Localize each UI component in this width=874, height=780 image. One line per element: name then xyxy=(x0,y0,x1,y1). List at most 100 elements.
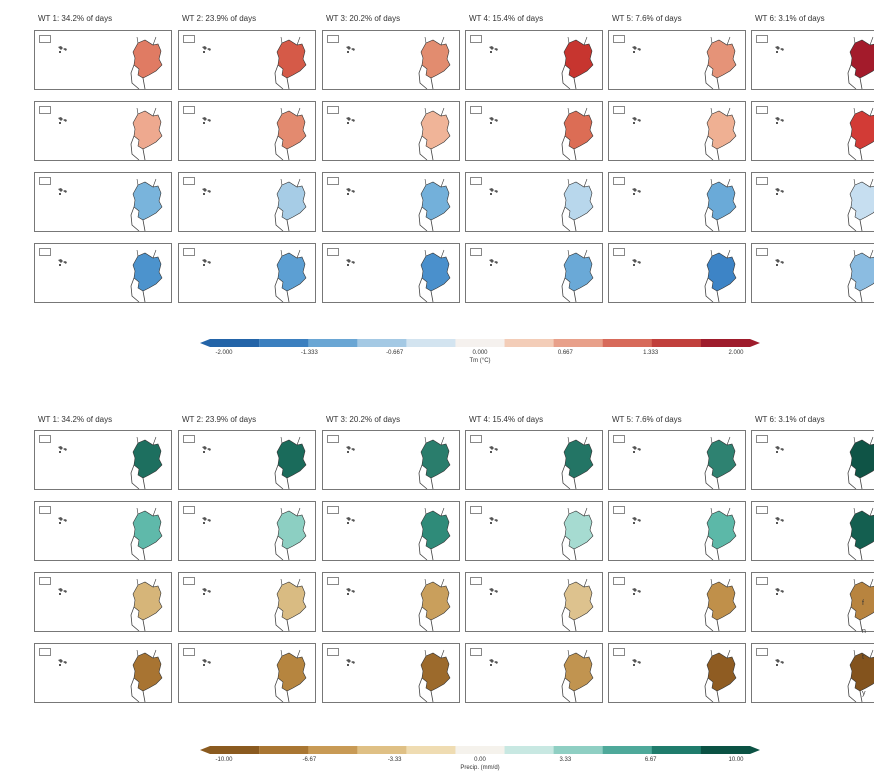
galapagos-islands xyxy=(58,188,67,195)
ecuador-map xyxy=(632,249,737,303)
country-fill xyxy=(706,110,737,150)
border-line xyxy=(424,649,445,659)
country-fill xyxy=(420,652,451,692)
panel-tag xyxy=(756,248,768,256)
border-line xyxy=(280,507,301,517)
coastline xyxy=(130,135,146,161)
country-fill xyxy=(849,439,874,479)
ecuador-map xyxy=(58,178,163,232)
panel-tag xyxy=(327,506,339,514)
colorbar-segment xyxy=(700,339,760,347)
ecuador-map xyxy=(489,649,594,703)
country-fill xyxy=(706,581,737,621)
border-line xyxy=(424,436,445,446)
map-panel xyxy=(178,101,316,161)
colorbar-segment xyxy=(357,746,407,754)
map-panel xyxy=(608,501,746,561)
colorbar-tick-label: -2.000 xyxy=(215,350,233,356)
country-fill xyxy=(276,252,307,292)
galapagos-islands xyxy=(775,188,784,195)
map-panel xyxy=(178,30,316,90)
colorbar-segment xyxy=(406,746,456,754)
ecuador-map xyxy=(775,507,874,561)
ecuador-map xyxy=(632,507,737,561)
country-fill xyxy=(420,439,451,479)
map-panel xyxy=(465,243,603,303)
ecuador-map xyxy=(775,436,874,490)
colorbar-label: Precip. (mm/d) xyxy=(460,765,500,771)
map-panel xyxy=(322,430,460,490)
ecuador-map xyxy=(775,249,874,303)
colorbar-tick-label: 0.667 xyxy=(557,350,573,356)
map-panel xyxy=(608,430,746,490)
panel-tag xyxy=(39,177,51,185)
coastline xyxy=(274,206,290,232)
panel-tag xyxy=(470,435,482,443)
country-fill xyxy=(849,652,874,692)
panel-tag xyxy=(183,648,195,656)
panel-tag xyxy=(756,177,768,185)
map-panel xyxy=(34,501,172,561)
coastline xyxy=(274,677,290,703)
border-line xyxy=(280,36,301,46)
ecuador-map xyxy=(202,507,307,561)
border-line xyxy=(853,249,874,259)
galapagos-islands xyxy=(58,517,67,524)
map-panel xyxy=(465,572,603,632)
colorbar-segment xyxy=(700,746,760,754)
ecuador-map xyxy=(346,649,451,703)
side-text-1: f xyxy=(862,600,864,607)
country-fill xyxy=(706,39,737,79)
border-line xyxy=(853,107,874,117)
column-title-wt4: WT 4: 15.4% of days xyxy=(469,415,544,424)
coastline xyxy=(704,535,720,561)
coastline xyxy=(561,606,577,632)
border-line xyxy=(567,178,588,188)
map-panel xyxy=(751,430,874,490)
galapagos-islands xyxy=(775,117,784,124)
colorbar-segment xyxy=(406,339,456,347)
map-panel xyxy=(608,572,746,632)
panel-tag xyxy=(183,577,195,585)
panel-tag xyxy=(183,506,195,514)
coastline xyxy=(561,464,577,490)
coastline xyxy=(418,464,434,490)
panel-tag xyxy=(756,506,768,514)
panel-tag xyxy=(327,35,339,43)
colorbar-segment xyxy=(602,746,653,754)
border-line xyxy=(567,578,588,588)
border-line xyxy=(710,649,731,659)
galapagos-islands xyxy=(489,659,498,666)
map-panel xyxy=(751,243,874,303)
galapagos-islands xyxy=(489,259,498,266)
coastline xyxy=(704,277,720,303)
panel-tag xyxy=(183,177,195,185)
map-panel xyxy=(322,172,460,232)
galapagos-islands xyxy=(489,517,498,524)
coastline xyxy=(561,677,577,703)
galapagos-islands xyxy=(632,588,641,595)
border-line xyxy=(853,578,874,588)
ecuador-map xyxy=(632,436,737,490)
border-line xyxy=(136,107,157,117)
colorbar-tick-label: -3.33 xyxy=(387,757,402,763)
colorbar-tick-label: 0.00 xyxy=(474,757,486,763)
map-panel xyxy=(178,501,316,561)
side-text-3: t xyxy=(862,654,864,661)
galapagos-islands xyxy=(346,188,355,195)
panel-tag xyxy=(183,35,195,43)
border-line xyxy=(136,649,157,659)
ecuador-map xyxy=(58,36,163,90)
country-fill xyxy=(563,439,594,479)
border-line xyxy=(136,36,157,46)
country-fill xyxy=(563,581,594,621)
ecuador-map xyxy=(775,649,874,703)
country-fill xyxy=(276,110,307,150)
map-panel xyxy=(608,30,746,90)
map-panel xyxy=(465,643,603,703)
column-title-wt6: WT 6: 3.1% of days xyxy=(755,415,825,424)
map-panel xyxy=(34,430,172,490)
colorbar-tick-label: -0.667 xyxy=(386,350,404,356)
panel-tag xyxy=(613,248,625,256)
panel-tag xyxy=(327,177,339,185)
